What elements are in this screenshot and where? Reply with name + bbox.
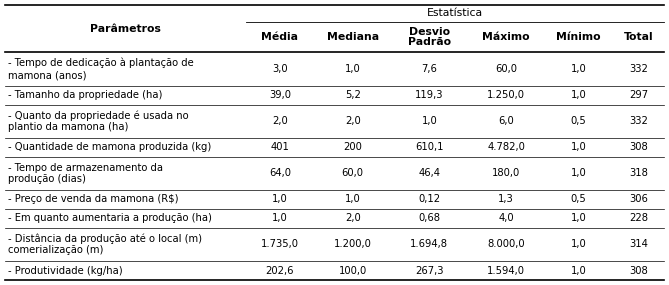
Text: 1,0: 1,0 xyxy=(345,194,361,204)
Text: 610,1: 610,1 xyxy=(415,142,444,152)
Text: 3,0: 3,0 xyxy=(272,64,288,74)
Text: 228: 228 xyxy=(629,213,648,223)
Text: 332: 332 xyxy=(629,64,648,74)
Text: 1,0: 1,0 xyxy=(272,213,288,223)
Text: 0,5: 0,5 xyxy=(571,116,587,126)
Text: 308: 308 xyxy=(630,142,648,152)
Text: - Quanto da propriedade é usada no
plantio da mamona (ha): - Quanto da propriedade é usada no plant… xyxy=(8,110,189,132)
Text: 0,12: 0,12 xyxy=(418,194,440,204)
Text: 2,0: 2,0 xyxy=(272,116,288,126)
Text: 1.250,0: 1.250,0 xyxy=(487,90,525,100)
Text: 306: 306 xyxy=(629,194,648,204)
Text: - Em quanto aumentaria a produção (ha): - Em quanto aumentaria a produção (ha) xyxy=(8,213,212,223)
Text: 1,3: 1,3 xyxy=(498,194,514,204)
Text: 4.782,0: 4.782,0 xyxy=(487,142,525,152)
Text: 318: 318 xyxy=(629,168,648,178)
Text: 314: 314 xyxy=(629,239,648,249)
Text: 119,3: 119,3 xyxy=(415,90,444,100)
Text: 401: 401 xyxy=(270,142,290,152)
Text: Mediana: Mediana xyxy=(326,32,379,42)
Text: 1,0: 1,0 xyxy=(571,90,587,100)
Text: 1.200,0: 1.200,0 xyxy=(334,239,372,249)
Text: - Tamanho da propriedade (ha): - Tamanho da propriedade (ha) xyxy=(8,90,163,100)
Text: 1,0: 1,0 xyxy=(571,64,587,74)
Text: 1,0: 1,0 xyxy=(571,266,587,276)
Text: 1.694,8: 1.694,8 xyxy=(410,239,448,249)
Text: - Tempo de armazenamento da
produção (dias): - Tempo de armazenamento da produção (di… xyxy=(8,162,163,184)
Text: 267,3: 267,3 xyxy=(415,266,444,276)
Text: Média: Média xyxy=(262,32,298,42)
Text: 60,0: 60,0 xyxy=(342,168,364,178)
Text: 39,0: 39,0 xyxy=(269,90,291,100)
Text: 5,2: 5,2 xyxy=(345,90,361,100)
Text: 64,0: 64,0 xyxy=(269,168,291,178)
Text: 1,0: 1,0 xyxy=(571,213,587,223)
Text: Parâmetros: Parâmetros xyxy=(90,24,161,34)
Text: - Preço de venda da mamona (R$): - Preço de venda da mamona (R$) xyxy=(8,194,179,204)
Text: 1,0: 1,0 xyxy=(571,168,587,178)
Text: 1,0: 1,0 xyxy=(571,142,587,152)
Text: 8.000,0: 8.000,0 xyxy=(487,239,524,249)
Text: 2,0: 2,0 xyxy=(345,213,361,223)
Text: 46,4: 46,4 xyxy=(418,168,440,178)
Text: - Quantidade de mamona produzida (kg): - Quantidade de mamona produzida (kg) xyxy=(8,142,211,152)
Text: 1,0: 1,0 xyxy=(345,64,361,74)
Text: 1,0: 1,0 xyxy=(421,116,438,126)
Text: 6,0: 6,0 xyxy=(498,116,514,126)
Text: 308: 308 xyxy=(630,266,648,276)
Text: 0,68: 0,68 xyxy=(418,213,440,223)
Text: - Distância da produção até o local (m)
comerialização (m): - Distância da produção até o local (m) … xyxy=(8,233,202,255)
Text: 1,0: 1,0 xyxy=(272,194,288,204)
Text: Máximo: Máximo xyxy=(482,32,530,42)
Text: 4,0: 4,0 xyxy=(498,213,514,223)
Text: 1.594,0: 1.594,0 xyxy=(487,266,525,276)
Text: 7,6: 7,6 xyxy=(421,64,438,74)
Text: 60,0: 60,0 xyxy=(495,64,517,74)
Text: 332: 332 xyxy=(629,116,648,126)
Text: 180,0: 180,0 xyxy=(492,168,520,178)
Text: Desvio
Padrão: Desvio Padrão xyxy=(408,27,451,47)
Text: 202,6: 202,6 xyxy=(266,266,294,276)
Text: - Produtividade (kg/ha): - Produtividade (kg/ha) xyxy=(8,266,122,276)
Text: 1.735,0: 1.735,0 xyxy=(261,239,299,249)
Text: Total: Total xyxy=(624,32,654,42)
Text: 0,5: 0,5 xyxy=(571,194,587,204)
Text: 1,0: 1,0 xyxy=(571,239,587,249)
Text: - Tempo de dedicação à plantação de
mamona (anos): - Tempo de dedicação à plantação de mamo… xyxy=(8,58,194,80)
Text: 200: 200 xyxy=(343,142,362,152)
Text: Estatística: Estatística xyxy=(427,8,483,18)
Text: Mínimo: Mínimo xyxy=(557,32,601,42)
Text: 2,0: 2,0 xyxy=(345,116,361,126)
Text: 297: 297 xyxy=(629,90,648,100)
Text: 100,0: 100,0 xyxy=(339,266,367,276)
